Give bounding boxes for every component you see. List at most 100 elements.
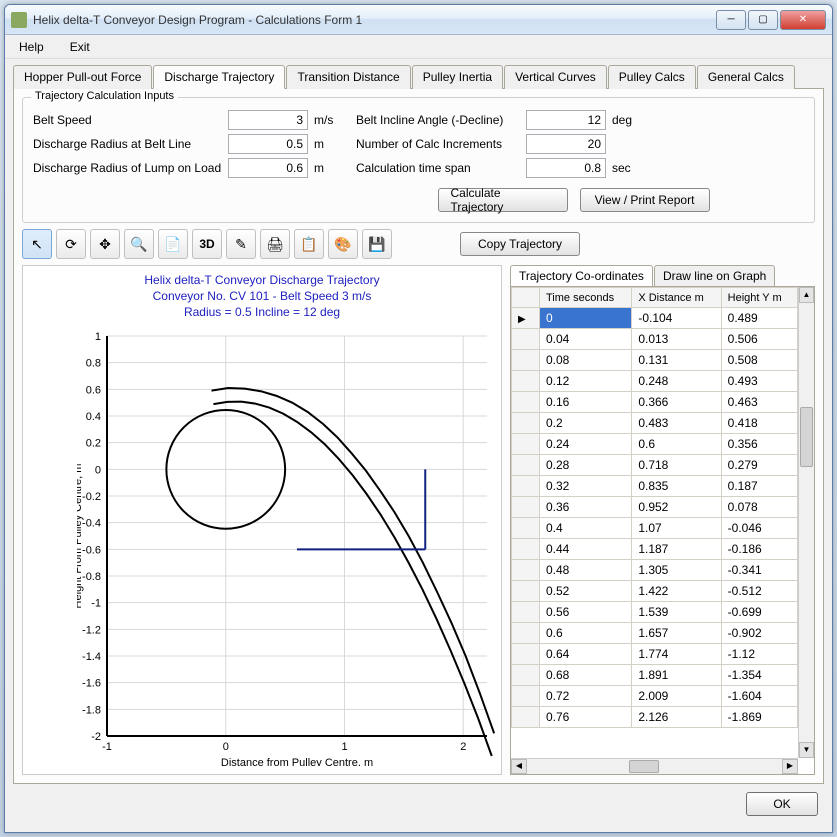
chart-title: Helix delta-T Conveyor Discharge Traject… xyxy=(23,272,501,321)
tool-pointer[interactable]: ↖ xyxy=(22,229,52,259)
table-row[interactable]: 0.080.1310.508 xyxy=(512,350,798,371)
svg-text:2: 2 xyxy=(460,741,466,753)
tool-edit[interactable]: ✎ xyxy=(226,229,256,259)
table-row[interactable]: 0.20.4830.418 xyxy=(512,413,798,434)
tool-save[interactable]: 💾 xyxy=(362,229,392,259)
tool-zoom[interactable]: 🔍 xyxy=(124,229,154,259)
table-row[interactable]: 0.722.009-1.604 xyxy=(512,686,798,707)
input-time-span[interactable] xyxy=(526,158,606,178)
table-row[interactable]: ▶0-0.1040.489 xyxy=(512,308,798,329)
tab-pulley-calcs[interactable]: Pulley Calcs xyxy=(608,65,696,89)
table-row[interactable]: 0.681.891-1.354 xyxy=(512,665,798,686)
table-row[interactable]: 0.481.305-0.341 xyxy=(512,560,798,581)
titlebar[interactable]: Helix delta-T Conveyor Design Program - … xyxy=(5,5,832,35)
menu-exit[interactable]: Exit xyxy=(64,38,96,56)
grid-panel: Trajectory Co-ordinatesDraw line on Grap… xyxy=(510,265,815,775)
horizontal-scrollbar[interactable]: ◀ ▶ xyxy=(511,758,798,774)
window-title: Helix delta-T Conveyor Design Program - … xyxy=(33,13,716,27)
tool-print[interactable]: 🖨 xyxy=(260,229,290,259)
app-icon xyxy=(11,12,27,28)
svg-text:0.6: 0.6 xyxy=(86,384,101,396)
main-tabs: Hopper Pull-out ForceDischarge Trajector… xyxy=(13,65,824,89)
chart-panel: Helix delta-T Conveyor Discharge Traject… xyxy=(22,265,502,775)
tab-transition-distance[interactable]: Transition Distance xyxy=(286,65,410,89)
calculate-button[interactable]: Calculate Trajectory xyxy=(438,188,568,212)
svg-text:-0.8: -0.8 xyxy=(82,571,101,583)
trajectory-table[interactable]: Time secondsX Distance mHeight Y m▶0-0.1… xyxy=(511,287,798,728)
col-header[interactable]: Time seconds xyxy=(540,288,632,308)
label-incline: Belt Incline Angle (-Decline) xyxy=(356,113,526,127)
unit-belt-speed: m/s xyxy=(314,113,344,127)
scroll-left-icon[interactable]: ◀ xyxy=(511,759,527,774)
tool-move[interactable]: ✥ xyxy=(90,229,120,259)
svg-text:-1: -1 xyxy=(91,598,101,610)
unit-radius-lump: m xyxy=(314,161,344,175)
inputs-groupbox: Trajectory Calculation Inputs Belt Speed… xyxy=(22,97,815,223)
view-report-button[interactable]: View / Print Report xyxy=(580,188,710,212)
scroll-right-icon[interactable]: ▶ xyxy=(782,759,798,774)
table-row[interactable]: 0.040.0130.506 xyxy=(512,329,798,350)
tab-pulley-inertia[interactable]: Pulley Inertia xyxy=(412,65,503,89)
svg-text:0: 0 xyxy=(223,741,229,753)
table-row[interactable]: 0.120.2480.493 xyxy=(512,371,798,392)
table-row[interactable]: 0.561.539-0.699 xyxy=(512,602,798,623)
table-row[interactable]: 0.762.126-1.869 xyxy=(512,707,798,728)
input-radius-lump[interactable] xyxy=(228,158,308,178)
tab-hopper-pull-out-force[interactable]: Hopper Pull-out Force xyxy=(13,65,152,89)
scroll-thumb[interactable] xyxy=(800,407,813,467)
col-header[interactable]: Height Y m xyxy=(721,288,797,308)
subtab-trajectory-co-ordinates[interactable]: Trajectory Co-ordinates xyxy=(510,265,653,286)
svg-text:0.2: 0.2 xyxy=(86,438,101,450)
input-incline[interactable] xyxy=(526,110,606,130)
groupbox-label: Trajectory Calculation Inputs xyxy=(31,90,178,102)
svg-text:Height From Pulley Centre, m: Height From Pulley Centre, m xyxy=(77,464,84,609)
ok-button[interactable]: OK xyxy=(746,792,818,816)
table-row[interactable]: 0.41.07-0.046 xyxy=(512,518,798,539)
svg-text:1: 1 xyxy=(95,331,101,343)
svg-text:-0.2: -0.2 xyxy=(82,491,101,503)
tool-rotate[interactable]: ⟳ xyxy=(56,229,86,259)
copy-trajectory-button[interactable]: Copy Trajectory xyxy=(460,232,580,256)
unit-time-span: sec xyxy=(612,161,642,175)
svg-text:-1.6: -1.6 xyxy=(82,678,101,690)
input-radius-belt[interactable] xyxy=(228,134,308,154)
label-belt-speed: Belt Speed xyxy=(33,113,228,127)
scroll-up-icon[interactable]: ▲ xyxy=(799,287,814,303)
close-button[interactable]: ✕ xyxy=(780,10,826,30)
svg-text:-1: -1 xyxy=(102,741,112,753)
label-radius-belt: Discharge Radius at Belt Line xyxy=(33,137,228,151)
tool-depth[interactable]: 📄 xyxy=(158,229,188,259)
tool-3d[interactable]: 3D xyxy=(192,229,222,259)
vertical-scrollbar[interactable]: ▲ ▼ xyxy=(798,287,814,758)
table-row[interactable]: 0.441.187-0.186 xyxy=(512,539,798,560)
input-increments[interactable] xyxy=(526,134,606,154)
tab-discharge-trajectory[interactable]: Discharge Trajectory xyxy=(153,65,285,89)
maximize-button[interactable]: ▢ xyxy=(748,10,778,30)
tab-general-calcs[interactable]: General Calcs xyxy=(697,65,795,89)
table-row[interactable]: 0.521.422-0.512 xyxy=(512,581,798,602)
table-row[interactable]: 0.240.60.356 xyxy=(512,434,798,455)
table-row[interactable]: 0.61.657-0.902 xyxy=(512,623,798,644)
scroll-down-icon[interactable]: ▼ xyxy=(799,742,814,758)
tool-copy[interactable]: 📋 xyxy=(294,229,324,259)
tab-vertical-curves[interactable]: Vertical Curves xyxy=(504,65,607,89)
minimize-button[interactable]: ─ xyxy=(716,10,746,30)
svg-text:1: 1 xyxy=(341,741,347,753)
sub-tabs: Trajectory Co-ordinatesDraw line on Grap… xyxy=(510,265,815,286)
tool-palette[interactable]: 🎨 xyxy=(328,229,358,259)
input-belt-speed[interactable] xyxy=(228,110,308,130)
table-row[interactable]: 0.360.9520.078 xyxy=(512,497,798,518)
menu-help[interactable]: Help xyxy=(13,38,50,56)
col-header[interactable]: X Distance m xyxy=(632,288,721,308)
table-row[interactable]: 0.320.8350.187 xyxy=(512,476,798,497)
table-row[interactable]: 0.641.774-1.12 xyxy=(512,644,798,665)
table-row[interactable]: 0.280.7180.279 xyxy=(512,455,798,476)
table-row[interactable]: 0.160.3660.463 xyxy=(512,392,798,413)
label-increments: Number of Calc Increments xyxy=(356,137,526,151)
svg-text:-2: -2 xyxy=(91,731,101,743)
svg-text:-1.8: -1.8 xyxy=(82,704,101,716)
hscroll-thumb[interactable] xyxy=(629,760,659,773)
label-radius-lump: Discharge Radius of Lump on Load xyxy=(33,161,228,175)
subtab-draw-line-on-graph[interactable]: Draw line on Graph xyxy=(654,265,775,286)
svg-text:-1.4: -1.4 xyxy=(82,651,101,663)
